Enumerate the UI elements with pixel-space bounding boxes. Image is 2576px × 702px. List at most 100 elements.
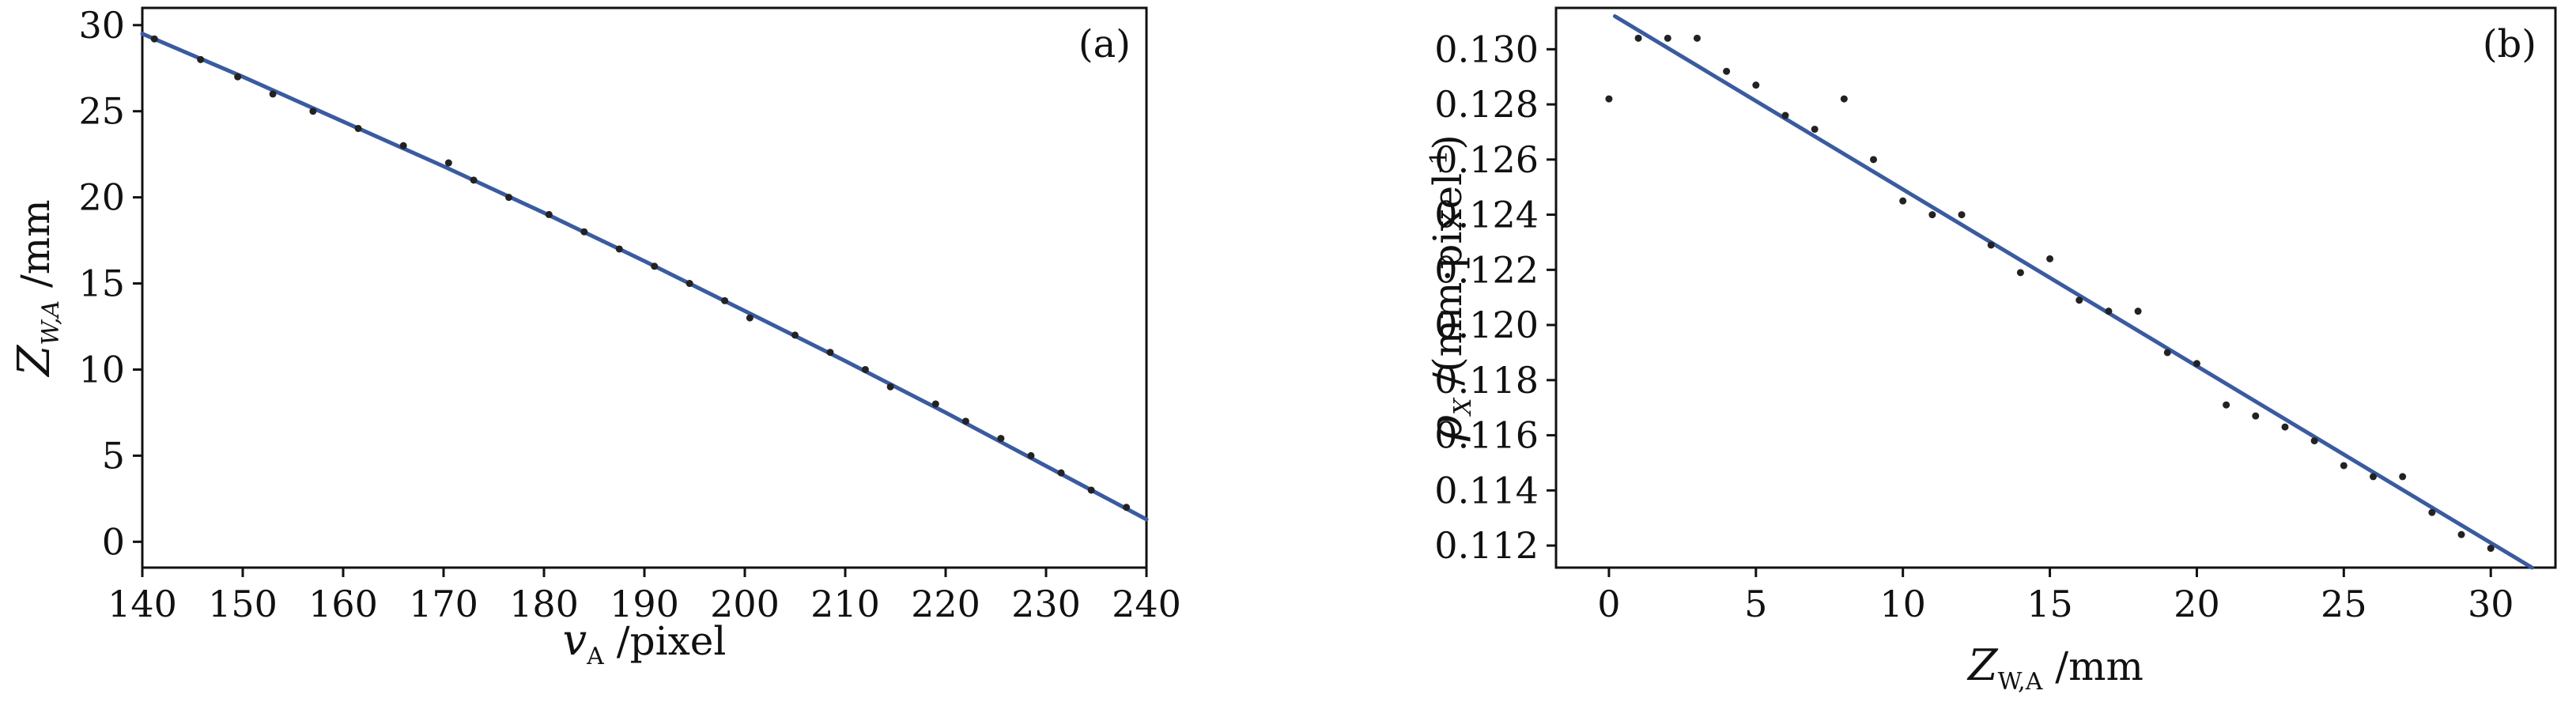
- data-point-b: [2428, 508, 2436, 516]
- data-point-b: [1870, 156, 1878, 164]
- data-point-a: [826, 349, 834, 357]
- data-point-b: [1987, 241, 1995, 249]
- data-point-b: [1605, 95, 1613, 103]
- y-tick-label-b: 0.126: [1434, 138, 1539, 181]
- data-point-a: [1057, 469, 1065, 477]
- data-point-a: [746, 314, 754, 322]
- y-tick-label-b: 0.118: [1434, 359, 1539, 402]
- y-tick-label-a: 0: [102, 520, 125, 563]
- data-point-b: [2134, 308, 2142, 315]
- y-tick-label-a: 15: [78, 262, 125, 305]
- data-point-a: [1087, 486, 1095, 494]
- data-point-a: [721, 296, 729, 304]
- y-tick-label-a: 5: [102, 434, 125, 477]
- data-point-b: [2487, 545, 2495, 553]
- x-tick-label-a: 220: [911, 583, 980, 625]
- data-point-b: [1958, 211, 1966, 219]
- x-tick-label-b: 10: [1879, 583, 1926, 625]
- data-point-b: [1664, 34, 1671, 42]
- y-tick-label-b: 0.120: [1434, 304, 1539, 346]
- data-point-b: [1752, 81, 1760, 89]
- data-point-a: [269, 90, 277, 98]
- plot-frame-a: [141, 6, 1148, 569]
- y-axis-label-b: ρX /(mm·pixel-1): [1421, 134, 1477, 442]
- x-tick-label-a: 170: [409, 583, 478, 625]
- y-tick-label-b: 0.122: [1434, 248, 1539, 291]
- x-tick-label-b: 0: [1597, 583, 1620, 625]
- data-point-b: [1928, 211, 1936, 219]
- fit-line-a: [140, 32, 1149, 522]
- data-point-a: [861, 365, 869, 373]
- data-point-b: [1899, 197, 1907, 205]
- x-tick-label-a: 190: [610, 583, 679, 625]
- x-axis-label-b: ZW,A /mm: [1966, 640, 2144, 696]
- data-point-b: [2399, 473, 2407, 481]
- data-point-b: [2193, 360, 2200, 368]
- x-tick-label-a: 230: [1011, 583, 1081, 625]
- data-point-a: [234, 73, 242, 81]
- x-tick-label-b: 15: [2026, 583, 2073, 625]
- x-tick-label-a: 140: [108, 583, 177, 625]
- data-point-b: [2105, 308, 2113, 315]
- data-point-b: [2370, 473, 2378, 481]
- data-point-a: [545, 210, 553, 218]
- panel-label-a: (a): [1078, 22, 1131, 66]
- y-tick-label-a: 30: [78, 4, 125, 47]
- data-point-a: [651, 262, 659, 270]
- data-point-a: [931, 400, 939, 408]
- data-point-a: [470, 176, 478, 184]
- chart-panel-a: 140 150 160 170 180 190 200 210 220 230 240 0 5 10 15 2…: [9, 4, 1181, 670]
- data-point-a: [1027, 451, 1035, 459]
- data-point-b: [2163, 349, 2171, 357]
- x-tick-label-b: 25: [2321, 583, 2367, 625]
- data-point-b: [1811, 125, 1819, 133]
- data-point-b: [2252, 412, 2260, 420]
- y-tick-label-b: 0.114: [1434, 469, 1539, 511]
- data-point-a: [354, 124, 362, 132]
- data-point-b: [1723, 67, 1731, 75]
- data-point-a: [886, 383, 894, 391]
- data-point-b: [2076, 296, 2083, 304]
- data-point-a: [615, 245, 623, 253]
- data-point-a: [399, 142, 407, 149]
- data-point-b: [2457, 530, 2465, 538]
- x-tick-label-a: 160: [308, 583, 378, 625]
- data-point-a: [309, 108, 317, 115]
- plot-frame-b: [1554, 6, 2557, 569]
- x-tick-label-a: 240: [1112, 583, 1181, 625]
- x-tick-label-a: 180: [509, 583, 579, 625]
- data-point-a: [444, 159, 452, 167]
- data-point-b: [2340, 462, 2347, 470]
- y-tick-label-a: 20: [78, 176, 125, 219]
- y-axis-label-a: ZW,A /mm: [9, 199, 65, 377]
- y-tick-label-b: 0.124: [1434, 194, 1539, 236]
- data-point-a: [997, 435, 1005, 443]
- data-point-a: [1123, 504, 1131, 511]
- data-point-a: [686, 280, 693, 288]
- data-point-b: [1840, 95, 1848, 103]
- x-tick-label-a: 200: [710, 583, 780, 625]
- y-tick-label-b: 0.128: [1434, 83, 1539, 126]
- data-point-b: [2281, 423, 2289, 431]
- x-tick-label-a: 210: [810, 583, 880, 625]
- y-tick-label-b: 0.116: [1434, 414, 1539, 457]
- data-point-a: [791, 331, 799, 339]
- data-point-b: [2310, 437, 2318, 445]
- data-point-b: [2046, 255, 2054, 262]
- y-tick-label-b: 0.112: [1434, 524, 1539, 567]
- x-tick-label-b: 30: [2468, 583, 2514, 625]
- x-axis-label-a: vA /pixel: [563, 615, 727, 670]
- data-point-b: [1693, 34, 1701, 42]
- x-tick-label-b: 5: [1744, 583, 1767, 625]
- chart-panel-b: 0 5 10 15 20 25 30 0.112 0.114 0.116 0.118 0.120 0.1…: [1421, 6, 2557, 696]
- data-point-b: [1634, 34, 1642, 42]
- y-tick-label-a: 25: [78, 90, 125, 133]
- data-point-b: [2016, 269, 2024, 277]
- data-point-b: [1781, 111, 1789, 119]
- y-tick-label-b: 0.130: [1434, 28, 1539, 70]
- y-tick-label-a: 10: [78, 348, 125, 391]
- data-point-a: [197, 55, 205, 63]
- data-point-b: [2223, 401, 2230, 409]
- x-tick-label-a: 150: [208, 583, 278, 625]
